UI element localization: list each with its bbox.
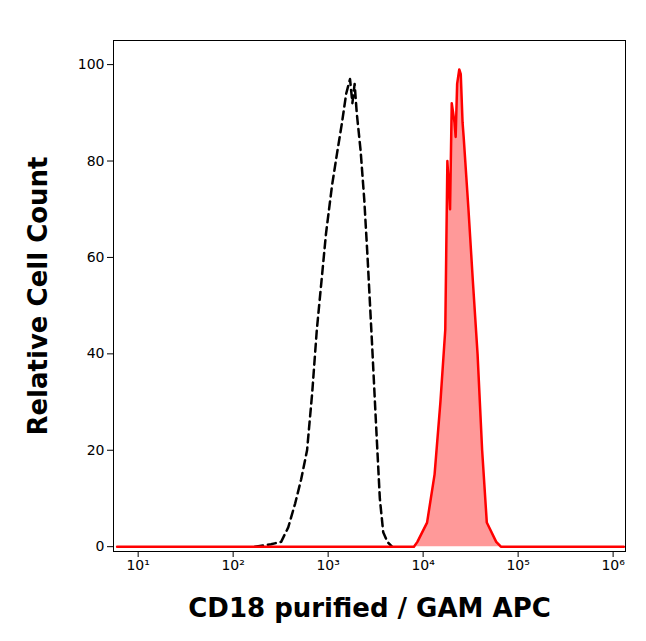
svg-text:10⁵: 10⁵ — [506, 557, 529, 573]
svg-text:60: 60 — [87, 249, 105, 265]
svg-text:40: 40 — [87, 345, 105, 361]
svg-text:Relative Cell Count: Relative Cell Count — [23, 156, 53, 435]
svg-text:10²: 10² — [221, 557, 244, 573]
svg-text:0: 0 — [96, 538, 105, 554]
svg-text:10¹: 10¹ — [126, 557, 149, 573]
svg-text:10³: 10³ — [316, 557, 339, 573]
svg-text:80: 80 — [87, 152, 105, 168]
svg-text:10⁶: 10⁶ — [601, 557, 625, 573]
svg-text:100: 100 — [78, 56, 105, 72]
svg-text:20: 20 — [87, 442, 105, 458]
svg-text:CD18 purified / GAM APC: CD18 purified / GAM APC — [188, 593, 551, 623]
svg-text:10⁴: 10⁴ — [411, 557, 435, 573]
